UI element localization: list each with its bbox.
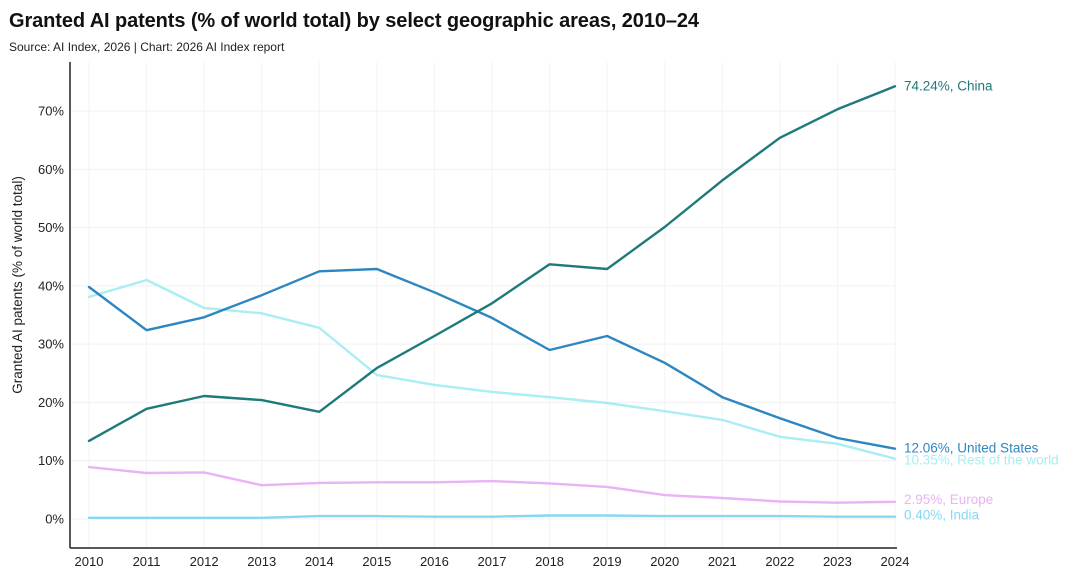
y-tick-label: 0% xyxy=(45,512,64,527)
x-tick-label: 2013 xyxy=(247,554,276,569)
x-tick-label: 2019 xyxy=(593,554,622,569)
x-tick-label: 2016 xyxy=(420,554,449,569)
end-label-rest-of-the-world: 10.35%, Rest of the world xyxy=(904,453,1059,468)
gridlines xyxy=(70,62,897,548)
chart-subtitle: Source: AI Index, 2026 | Chart: 2026 AI … xyxy=(9,40,285,54)
y-tick-label: 60% xyxy=(38,162,64,177)
x-tick-label: 2010 xyxy=(75,554,104,569)
y-tick-label: 30% xyxy=(38,337,64,352)
x-tick-label: 2021 xyxy=(708,554,737,569)
x-tick-label: 2024 xyxy=(881,554,910,569)
y-tick-label: 70% xyxy=(38,104,64,119)
x-tick-label: 2022 xyxy=(765,554,794,569)
y-axis-label: Granted AI patents (% of world total) xyxy=(10,176,25,394)
end-label-europe: 2.95%, Europe xyxy=(904,492,993,507)
x-tick-label: 2014 xyxy=(305,554,334,569)
end-labels: 74.24%, China 12.06%, United States10.35%… xyxy=(904,78,1059,522)
y-axis-ticks: 0% 10% 20% 30% 40% 50% 60% 70% xyxy=(38,104,64,527)
x-tick-label: 2018 xyxy=(535,554,564,569)
x-tick-label: 2011 xyxy=(133,554,161,569)
x-tick-label: 2012 xyxy=(190,554,219,569)
series-lines xyxy=(87,85,897,519)
y-tick-label: 20% xyxy=(38,395,64,410)
y-tick-label: 10% xyxy=(38,453,64,468)
x-tick-label: 2015 xyxy=(362,554,391,569)
end-label-india: 0.40%, India xyxy=(904,508,980,523)
series-line-europe xyxy=(87,465,897,504)
x-tick-label: 2023 xyxy=(823,554,852,569)
y-tick-label: 40% xyxy=(38,278,64,293)
chart-title: Granted AI patents (% of world total) by… xyxy=(9,10,699,32)
end-label-china: 74.24%, China xyxy=(904,78,993,93)
end-label-united-states: 12.06%, United States xyxy=(904,441,1039,456)
x-tick-label: 2017 xyxy=(478,554,507,569)
series-line-united-states xyxy=(87,267,897,450)
series-line-china xyxy=(87,85,897,443)
x-axis-ticks: 2010 2011 2012 2013 2014 2015 2016 2017 2018 2019… xyxy=(75,554,910,569)
x-tick-label: 2020 xyxy=(650,554,679,569)
series-line-india xyxy=(87,514,897,519)
y-tick-label: 50% xyxy=(38,220,64,235)
